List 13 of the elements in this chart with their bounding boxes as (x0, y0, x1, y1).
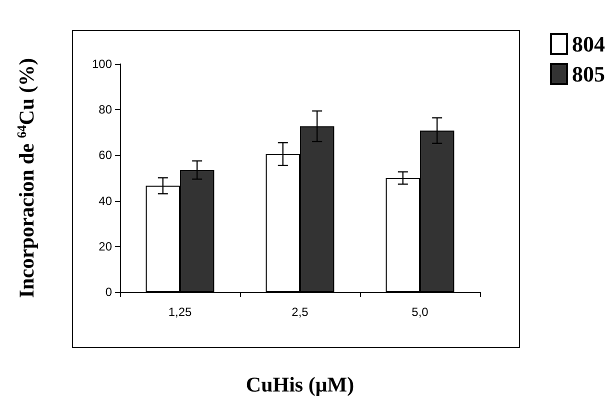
x-axis-title: CuHis (μM) (246, 372, 354, 396)
legend-label: 805 (572, 62, 605, 86)
x-tick-label: 1,25 (168, 305, 192, 319)
y-axis-title: Incorporacion de 64Cu (%) (14, 58, 38, 298)
legend-label: 804 (572, 32, 605, 56)
y-tick-label: 0 (105, 285, 112, 299)
x-tick-label: 5,0 (412, 305, 429, 319)
y-tick-label: 80 (98, 102, 112, 117)
y-tick-label: 40 (98, 194, 112, 208)
x-tick-label: 2,5 (292, 305, 309, 319)
y-tick-label: 20 (98, 239, 112, 254)
y-tick-label: 100 (92, 57, 112, 71)
y-tick-label: 60 (98, 148, 112, 162)
